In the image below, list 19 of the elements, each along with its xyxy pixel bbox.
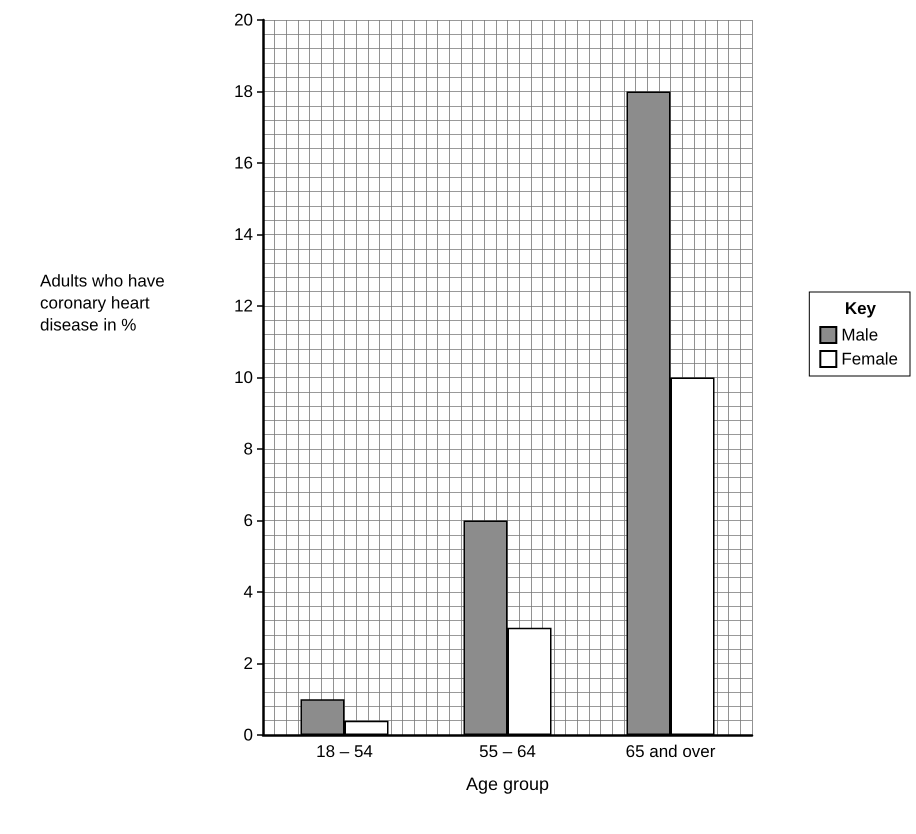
x-axis-title: Age group [466,774,550,794]
y-tick-label: 4 [244,582,253,602]
y-tick-label: 20 [234,10,253,30]
x-tick-label: 18 – 54 [316,742,373,761]
y-tick-label: 8 [244,440,253,458]
y-tick-label: 2 [244,654,253,673]
y-tick-label: 10 [234,368,253,387]
y-tick-label: 6 [244,511,253,530]
y-tick-label: 16 [234,154,253,172]
legend-label: Male [841,326,878,344]
y-tick-label: 0 [244,726,253,744]
legend-label: Female [841,350,898,368]
y-axis-title: Adults who have coronary heart disease in % [40,272,170,334]
legend-title: Key [844,299,877,318]
y-tick-label: 12 [234,296,253,316]
x-tick-label: 55 – 64 [479,742,536,761]
y-tick-label: 14 [234,225,253,244]
x-tick-label: 65 and over [626,742,716,761]
y-tick-label: 18 [234,82,253,101]
